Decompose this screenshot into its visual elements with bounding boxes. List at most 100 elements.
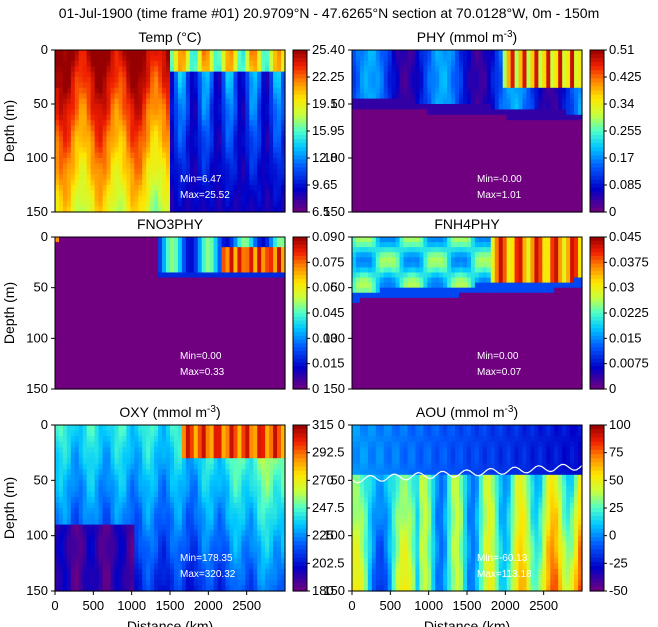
heat-cell (574, 147, 579, 154)
heat-cell (58, 147, 64, 154)
colorbar-swatch (293, 122, 307, 128)
heat-cell (205, 262, 211, 268)
heat-cell (550, 71, 555, 78)
heat-cell (106, 71, 112, 78)
heat-cell (253, 179, 258, 186)
heat-cell (217, 93, 223, 100)
heat-cell (114, 363, 120, 370)
heat-cell (106, 185, 112, 191)
heat-cell (411, 206, 417, 213)
heat-cell (193, 292, 199, 299)
heat-cell (55, 82, 60, 89)
heat-cell (490, 66, 496, 73)
heat-cell (419, 174, 424, 181)
heat-cell (510, 66, 516, 73)
heat-cell (427, 185, 432, 191)
heat-cell (126, 297, 131, 304)
heat-cell (110, 267, 116, 274)
heat-cell (355, 77, 361, 83)
heat-cell (470, 93, 476, 100)
heat-cell (98, 252, 104, 258)
heat-cell (94, 147, 100, 154)
heat-cell (451, 71, 456, 78)
heat-cell (74, 363, 80, 370)
colorbar-swatch (293, 50, 307, 55)
heat-cell (554, 104, 559, 110)
heat-cell (399, 125, 405, 132)
heat-cell (185, 174, 191, 181)
heat-cell (245, 179, 250, 186)
heat-cell (102, 343, 108, 350)
heat-cell (578, 179, 583, 186)
heat-cell (201, 363, 207, 370)
heat-cell (197, 237, 203, 243)
heat-cell (451, 55, 456, 62)
heat-cell (225, 98, 231, 105)
heat-cell (514, 147, 520, 154)
heat-cell (217, 267, 223, 274)
heat-cell (142, 190, 147, 197)
heat-cell (474, 195, 480, 202)
heat-cell (506, 195, 512, 202)
heat-cell (82, 114, 88, 121)
heat-cell (427, 66, 432, 73)
heat-cell (70, 206, 76, 213)
heat-cell (399, 152, 405, 159)
heat-cell (189, 104, 195, 110)
heat-cell (118, 77, 124, 83)
heat-cell (86, 174, 92, 181)
heat-cell (534, 114, 539, 121)
heat-cell (66, 282, 72, 289)
heat-cell (138, 93, 143, 100)
heat-cell (209, 252, 215, 258)
heat-cell (189, 267, 195, 274)
heat-cell (146, 174, 151, 181)
heat-cell (110, 302, 116, 309)
heat-cell (197, 242, 203, 248)
heat-cell (562, 109, 567, 116)
heat-cell (383, 50, 389, 56)
heat-cell (538, 158, 543, 164)
heat-cell (82, 307, 88, 314)
heat-cell (257, 152, 262, 159)
heat-cell (66, 237, 72, 243)
heat-cell (162, 338, 167, 344)
heat-cell (494, 185, 500, 191)
heat-cell (407, 141, 413, 148)
heat-cell (102, 93, 108, 100)
heat-cell (142, 333, 147, 339)
heat-cell (74, 338, 80, 344)
heat-cell (463, 206, 468, 213)
heat-cell (205, 333, 211, 339)
heat-cell (146, 66, 151, 73)
heat-cell (249, 77, 254, 83)
heat-cell (166, 252, 171, 258)
heat-cell (494, 109, 500, 116)
heat-cell (253, 174, 258, 181)
heat-cell (415, 125, 421, 132)
heat-cell (193, 277, 199, 284)
heat-cell (114, 242, 120, 248)
heat-cell (439, 195, 444, 202)
heat-cell (162, 50, 167, 56)
heat-cell (379, 174, 385, 181)
heat-cell (201, 292, 207, 299)
heat-cell (162, 323, 167, 329)
heat-cell (538, 190, 543, 197)
heat-cell (550, 168, 555, 175)
heat-cell (94, 328, 100, 334)
heat-cell (110, 313, 116, 319)
heat-cell (526, 98, 532, 105)
heat-cell (55, 71, 60, 78)
heat-cell (102, 313, 108, 319)
heat-cell (518, 71, 524, 78)
heat-cell (217, 66, 223, 73)
heat-cell (82, 373, 88, 380)
heat-cell (233, 50, 239, 56)
heat-cell (146, 302, 151, 309)
heat-cell (427, 152, 432, 159)
heat-cell (277, 136, 282, 143)
heat-cell (205, 158, 211, 164)
heat-cell (530, 120, 536, 127)
heat-cell (486, 60, 492, 67)
